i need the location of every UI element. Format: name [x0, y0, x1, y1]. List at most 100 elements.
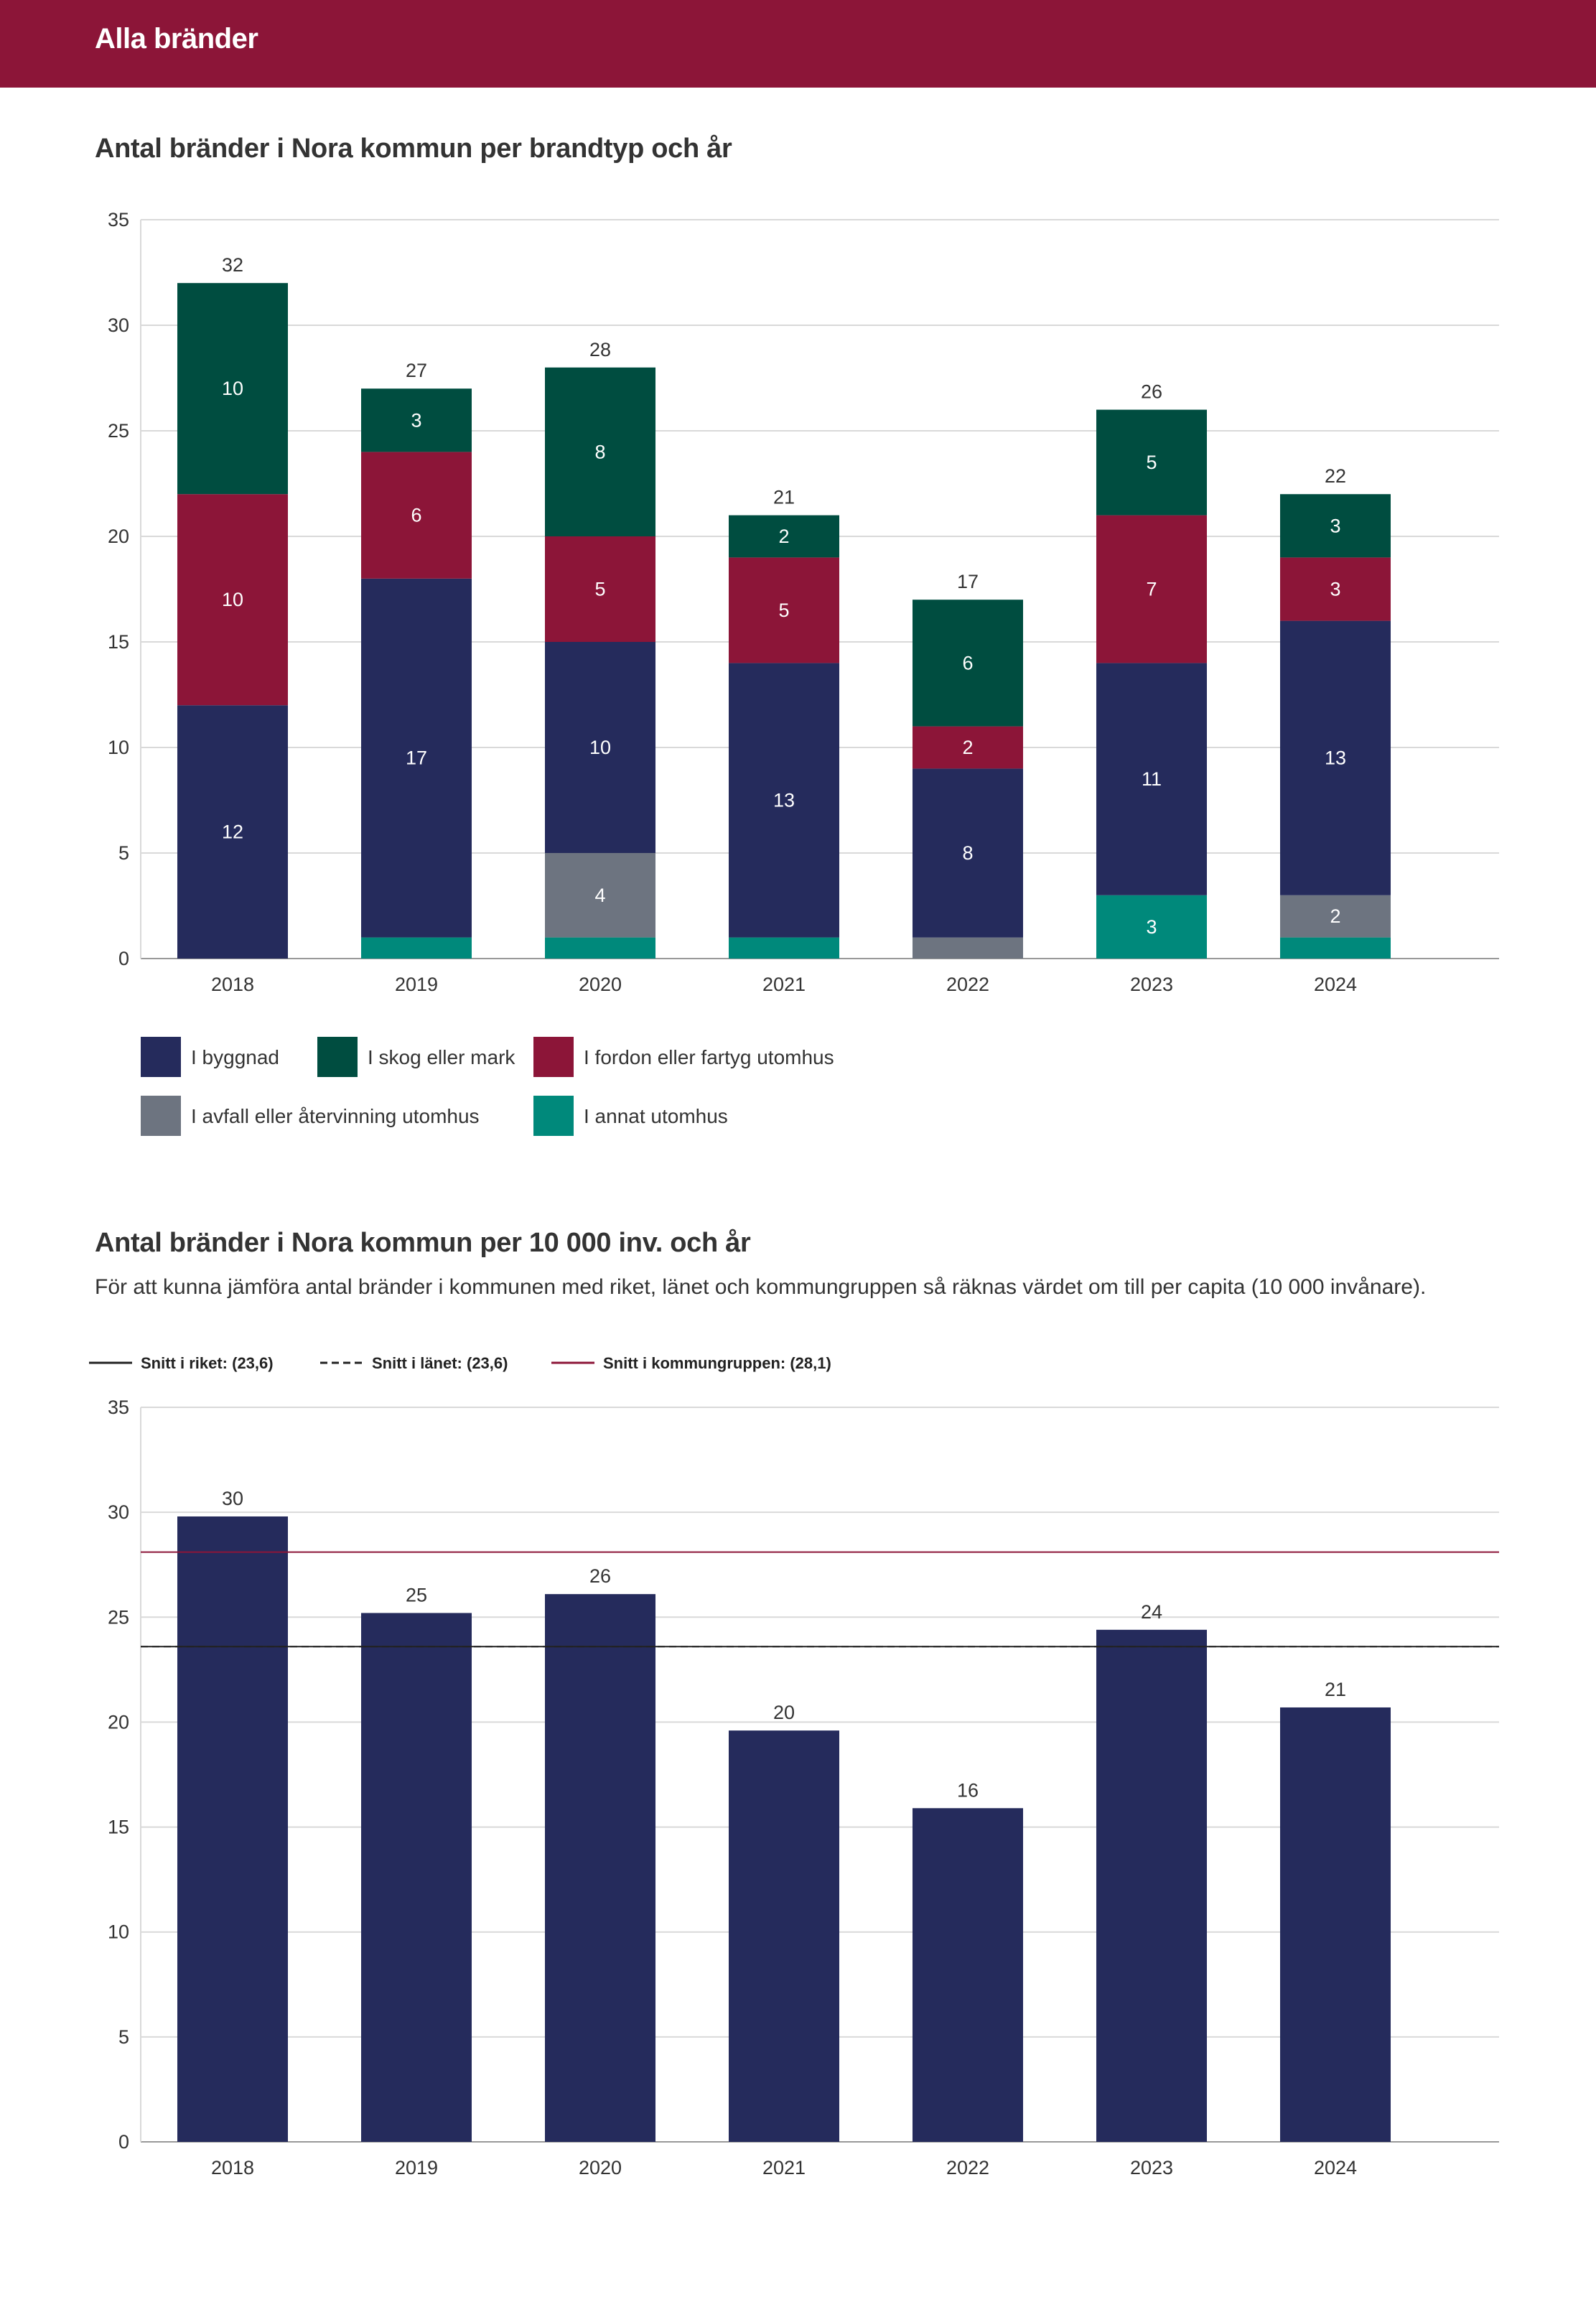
y-tick-label: 0	[118, 2131, 129, 2153]
bar-segment-avfall	[913, 937, 1023, 959]
legend-label: I avfall eller återvinning utomhus	[191, 1105, 480, 1127]
bar-total-label: 32	[222, 254, 243, 276]
bar-segment-fordon	[177, 494, 288, 706]
legend-swatch-skog	[317, 1037, 358, 1077]
bar-value-label: 8	[962, 842, 973, 864]
x-tick-label: 2024	[1314, 2157, 1357, 2178]
bar-segment-byggnad	[913, 768, 1023, 938]
reference-legend-label: Snitt i länet: (23,6)	[372, 1354, 508, 1372]
x-tick-label: 2019	[395, 2157, 438, 2178]
x-tick-label: 2022	[946, 2157, 989, 2178]
legend-label: I annat utomhus	[584, 1105, 728, 1127]
bar-value-label: 7	[1146, 579, 1157, 600]
bar-segment-fordon	[1096, 515, 1207, 663]
bar-total-label: 26	[1141, 381, 1162, 403]
bar-value-label: 10	[222, 378, 243, 399]
x-tick-label: 2024	[1314, 974, 1357, 995]
bar-segment-byggnad	[1096, 663, 1207, 895]
bar-segment-byggnad	[729, 663, 839, 938]
bar	[361, 1613, 472, 2142]
bar-segment-annat	[729, 937, 839, 959]
bar-segment-skog	[361, 388, 472, 452]
bar-value-label: 2	[962, 737, 973, 758]
y-tick-label: 35	[108, 1397, 129, 1418]
bar-total-label: 28	[589, 339, 611, 360]
bar-segment-skog	[1096, 409, 1207, 516]
bar-segment-annat	[361, 937, 472, 959]
chart2-description: För att kunna jämföra antal bränder i ko…	[95, 1275, 1427, 1299]
y-tick-label: 35	[108, 209, 129, 230]
bar-total-label: 27	[406, 360, 427, 381]
bar-value-label: 5	[778, 600, 789, 621]
bar-segment-annat	[1280, 937, 1391, 959]
bar-segment-byggnad	[177, 705, 288, 959]
bar-segment-skog	[913, 600, 1023, 727]
bar	[913, 1808, 1023, 2142]
y-tick-label: 10	[108, 737, 129, 758]
bar-value-label: 4	[594, 885, 605, 906]
bar-value-label: 3	[1330, 579, 1340, 600]
x-tick-label: 2023	[1130, 2157, 1173, 2178]
bar-value-label: 3	[1330, 515, 1340, 536]
bar-value-label: 5	[594, 579, 605, 600]
bar-segment-fordon	[913, 726, 1023, 769]
bar-value-label: 6	[962, 652, 973, 674]
x-tick-label: 2019	[395, 974, 438, 995]
bar-segment-skog	[729, 515, 839, 558]
legend-label: I byggnad	[191, 1046, 279, 1068]
bar-total-label: 21	[773, 487, 795, 508]
y-tick-label: 30	[108, 1501, 129, 1523]
bar-segment-annat	[545, 937, 655, 959]
x-tick-label: 2021	[762, 2157, 806, 2178]
bar-value-label: 26	[589, 1565, 611, 1587]
bar-segment-annat	[1096, 895, 1207, 959]
x-tick-label: 2023	[1130, 974, 1173, 995]
bar-value-label: 10	[222, 589, 243, 610]
legend-swatch-annat	[533, 1096, 574, 1136]
bar-segment-skog	[177, 283, 288, 495]
legend-swatch-avfall	[141, 1096, 181, 1136]
y-tick-label: 5	[118, 842, 129, 864]
bar-value-label: 13	[773, 790, 795, 811]
bar-value-label: 2	[778, 526, 789, 547]
y-tick-label: 20	[108, 526, 129, 547]
y-tick-label: 15	[108, 631, 129, 653]
bar-value-label: 5	[1146, 452, 1157, 473]
bar-value-label: 3	[411, 409, 421, 431]
bar-value-label: 11	[1142, 768, 1162, 790]
bar-segment-fordon	[729, 557, 839, 663]
bar-segment-fordon	[545, 536, 655, 642]
header-bar	[0, 0, 1596, 88]
bar	[177, 1516, 288, 2142]
bar-segment-byggnad	[1280, 620, 1391, 895]
y-tick-label: 20	[108, 1711, 129, 1733]
chart2-title: Antal bränder i Nora kommun per 10 000 i…	[95, 1228, 751, 1258]
bar	[1096, 1629, 1207, 2142]
y-tick-label: 15	[108, 1817, 129, 1838]
bar-segment-avfall	[1280, 895, 1391, 938]
legend-label: I fordon eller fartyg utomhus	[584, 1046, 834, 1068]
y-tick-label: 0	[118, 948, 129, 969]
bar-value-label: 17	[406, 747, 427, 769]
bar-value-label: 13	[1325, 747, 1346, 769]
x-tick-label: 2020	[579, 2157, 622, 2178]
y-tick-label: 5	[118, 2026, 129, 2048]
reference-legend-label: Snitt i kommungruppen: (28,1)	[603, 1354, 831, 1372]
legend-swatch-fordon	[533, 1037, 574, 1077]
page-title: Alla bränder	[95, 23, 258, 55]
bar-value-label: 2	[1330, 905, 1340, 927]
bar-value-label: 3	[1146, 916, 1157, 938]
y-tick-label: 25	[108, 1606, 129, 1628]
bar-value-label: 16	[957, 1779, 979, 1801]
x-tick-label: 2022	[946, 974, 989, 995]
bar-segment-fordon	[361, 452, 472, 579]
bar-value-label: 21	[1325, 1679, 1346, 1700]
y-tick-label: 30	[108, 314, 129, 336]
bar-segment-skog	[545, 367, 655, 536]
bar	[545, 1594, 655, 2142]
bar-segment-byggnad	[361, 578, 472, 938]
legend-swatch-byggnad	[141, 1037, 181, 1077]
reference-legend-label: Snitt i riket: (23,6)	[141, 1354, 274, 1372]
y-tick-label: 25	[108, 420, 129, 442]
